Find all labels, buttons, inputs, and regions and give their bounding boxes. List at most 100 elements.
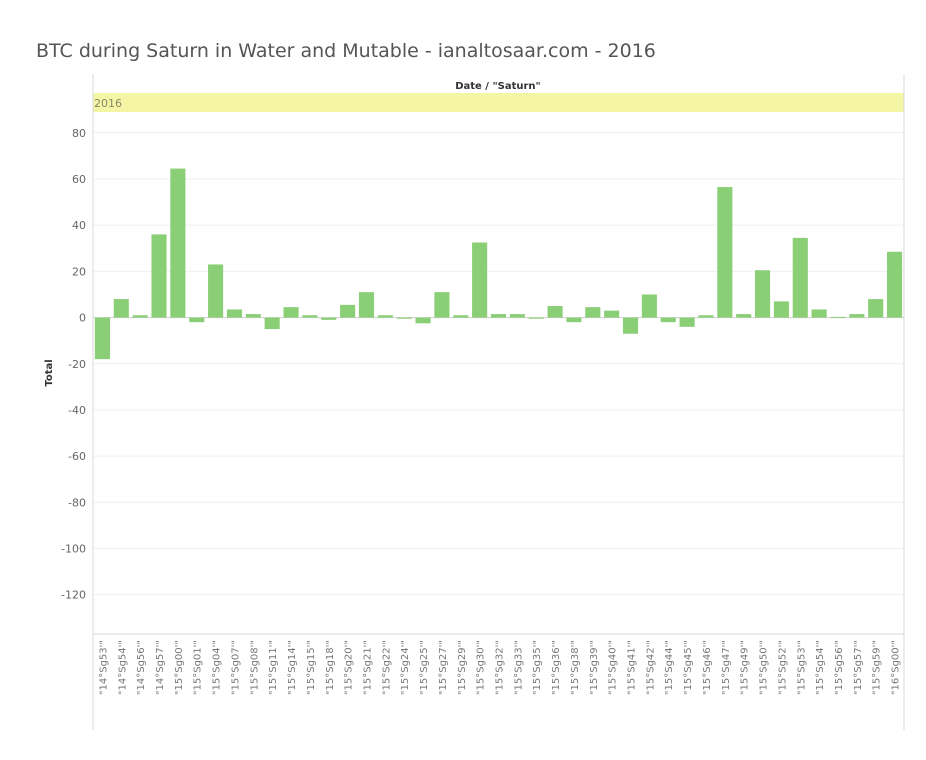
- y-tick-label: 0: [79, 312, 86, 325]
- y-tick-label: 80: [72, 127, 86, 140]
- bar[interactable]: [811, 309, 827, 318]
- bar[interactable]: [189, 317, 205, 323]
- x-tick-label: "15°Sg00'": [174, 640, 185, 695]
- bar[interactable]: [698, 315, 714, 318]
- y-tick-label: -40: [68, 404, 86, 417]
- bar[interactable]: [547, 306, 563, 318]
- x-tick-label: "15°Sg33'": [513, 640, 524, 695]
- x-tick-label: "15°Sg14'": [287, 640, 298, 695]
- y-tick-label: -20: [68, 358, 86, 371]
- x-tick-label: "15°Sg42'": [645, 640, 656, 695]
- x-tick-label: "15°Sg11'": [268, 640, 279, 695]
- x-tick-label: "15°Sg22'": [381, 640, 392, 695]
- bar[interactable]: [490, 314, 507, 318]
- x-tick-label: "15°Sg29'": [457, 640, 468, 695]
- bars: [94, 168, 903, 360]
- bar[interactable]: [377, 315, 393, 318]
- bar[interactable]: [321, 317, 337, 320]
- bar[interactable]: [887, 251, 903, 318]
- bar[interactable]: [792, 237, 808, 318]
- bar[interactable]: [264, 317, 280, 330]
- y-axis-label: Total: [44, 359, 55, 386]
- x-tick-label: "15°Sg30'": [476, 640, 487, 695]
- column-header: Date / "Saturn": [455, 81, 541, 92]
- bar[interactable]: [585, 307, 601, 318]
- bar[interactable]: [113, 299, 129, 318]
- bar[interactable]: [94, 317, 110, 360]
- x-tick-labels: "14°Sg53'" "14°Sg54'" "14°Sg56'" "14°Sg57'"…: [98, 640, 901, 695]
- x-tick-label: "15°Sg27'": [438, 640, 449, 695]
- y-tick-label: 60: [72, 173, 86, 186]
- bar[interactable]: [679, 317, 695, 327]
- x-tick-label: "15°Sg20'": [344, 640, 355, 695]
- bar[interactable]: [641, 294, 657, 318]
- y-tick-label: -80: [68, 496, 86, 509]
- bar[interactable]: [660, 317, 676, 323]
- x-tick-label: "15°Sg59'": [872, 640, 883, 695]
- x-tick-label: "15°Sg24'": [400, 640, 411, 695]
- bar[interactable]: [245, 314, 261, 318]
- y-tick-label: 20: [72, 265, 86, 278]
- x-tick-label: "15°Sg15'": [306, 640, 317, 695]
- bar[interactable]: [755, 270, 771, 318]
- y-tick-label: -100: [61, 543, 86, 556]
- x-tick-label: "15°Sg50'": [759, 640, 770, 695]
- pane-label: 2016: [94, 97, 122, 110]
- x-tick-label: "15°Sg41'": [627, 640, 638, 695]
- x-tick-label: "15°Sg44'": [664, 640, 675, 695]
- bar[interactable]: [717, 187, 733, 318]
- bar[interactable]: [170, 168, 186, 318]
- x-tick-label: "14°Sg53'": [98, 640, 109, 695]
- bar[interactable]: [566, 317, 582, 323]
- bar[interactable]: [773, 301, 789, 318]
- bar[interactable]: [151, 234, 167, 318]
- y-tick-labels: 80 60 40 20 0 -20 -40 -60 -80 -100 -120: [61, 127, 86, 602]
- x-tick-label: "15°Sg53'": [796, 640, 807, 695]
- bar[interactable]: [604, 310, 620, 318]
- bar[interactable]: [472, 242, 488, 318]
- bar[interactable]: [208, 264, 224, 318]
- bar[interactable]: [434, 292, 450, 318]
- x-tick-label: "15°Sg32'": [495, 640, 506, 695]
- x-tick-label: "14°Sg57'": [155, 640, 166, 695]
- y-tick-label: -60: [68, 450, 86, 463]
- bar[interactable]: [868, 299, 884, 318]
- bar[interactable]: [340, 304, 356, 318]
- bar[interactable]: [509, 314, 525, 318]
- bar[interactable]: [302, 315, 318, 318]
- bar[interactable]: [830, 316, 846, 318]
- x-tick-label: "15°Sg18'": [325, 640, 336, 695]
- grid-lines: [93, 132, 904, 596]
- x-tick-label: "15°Sg54'": [815, 640, 826, 695]
- x-tick-label: "15°Sg49'": [740, 640, 751, 695]
- chart-title: BTC during Saturn in Water and Mutable -…: [36, 40, 656, 62]
- bar[interactable]: [226, 309, 242, 318]
- x-tick-label: "15°Sg46'": [702, 640, 713, 695]
- y-tick-label: -120: [61, 589, 86, 602]
- x-tick-label: "15°Sg56'": [834, 640, 845, 695]
- bar[interactable]: [415, 317, 431, 324]
- bar[interactable]: [132, 315, 148, 318]
- x-tick-label: "15°Sg57'": [853, 640, 864, 695]
- x-tick-label: "15°Sg04'": [212, 640, 223, 695]
- x-tick-label: "15°Sg47'": [721, 640, 732, 695]
- x-tick-label: "15°Sg52'": [777, 640, 788, 695]
- x-tick-label: "14°Sg56'": [136, 640, 147, 695]
- x-tick-label: "15°Sg07'": [230, 640, 241, 695]
- x-tick-label: "14°Sg54'": [117, 640, 128, 695]
- bar[interactable]: [736, 314, 752, 318]
- bar[interactable]: [849, 314, 865, 318]
- bar[interactable]: [396, 317, 412, 319]
- x-tick-label: "16°Sg00'": [891, 640, 902, 695]
- bar[interactable]: [358, 292, 375, 318]
- bar[interactable]: [528, 317, 544, 319]
- x-tick-label: "15°Sg08'": [249, 640, 260, 695]
- x-tick-label: "15°Sg45'": [683, 640, 694, 695]
- bar[interactable]: [622, 317, 639, 334]
- bar[interactable]: [453, 315, 469, 318]
- y-tick-label: 40: [72, 219, 86, 232]
- x-tick-label: "15°Sg01'": [193, 640, 204, 695]
- x-tick-label: "15°Sg25'": [419, 640, 430, 695]
- bar[interactable]: [283, 307, 299, 318]
